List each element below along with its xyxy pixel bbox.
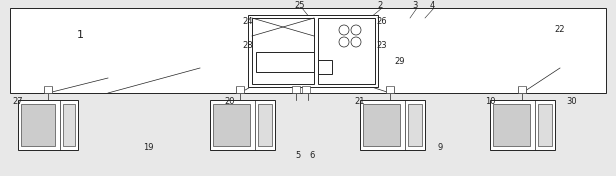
Circle shape bbox=[339, 25, 349, 35]
Bar bbox=[21, 104, 55, 146]
Text: 22: 22 bbox=[555, 26, 565, 34]
Text: 25: 25 bbox=[294, 2, 306, 11]
Bar bbox=[44, 87, 52, 93]
Text: 2: 2 bbox=[378, 2, 383, 11]
Bar bbox=[490, 100, 555, 150]
Circle shape bbox=[339, 37, 349, 47]
Text: 28: 28 bbox=[243, 42, 253, 51]
Text: 20: 20 bbox=[225, 96, 235, 105]
Text: 26: 26 bbox=[377, 17, 387, 27]
Bar bbox=[248, 15, 378, 87]
Text: 21: 21 bbox=[355, 96, 365, 105]
Text: 5: 5 bbox=[296, 150, 301, 159]
Text: 23: 23 bbox=[377, 42, 387, 51]
Bar bbox=[258, 104, 272, 146]
Bar bbox=[302, 86, 310, 93]
Text: 9: 9 bbox=[437, 143, 443, 152]
Bar bbox=[408, 104, 422, 146]
Text: 24: 24 bbox=[243, 17, 253, 27]
Bar bbox=[518, 87, 526, 93]
Bar bbox=[318, 18, 375, 84]
Bar bbox=[360, 100, 425, 150]
Text: 1: 1 bbox=[76, 30, 84, 40]
Bar bbox=[538, 104, 552, 146]
Bar bbox=[386, 87, 394, 93]
Bar bbox=[213, 104, 250, 146]
Bar bbox=[318, 60, 332, 74]
Text: 3: 3 bbox=[412, 2, 418, 11]
Text: 30: 30 bbox=[567, 96, 577, 105]
Bar bbox=[292, 86, 300, 93]
Bar bbox=[18, 100, 78, 150]
Bar bbox=[363, 104, 400, 146]
Bar bbox=[10, 8, 606, 93]
Text: 19: 19 bbox=[143, 143, 153, 152]
Text: 27: 27 bbox=[13, 96, 23, 105]
Text: 6: 6 bbox=[309, 150, 315, 159]
Circle shape bbox=[351, 37, 361, 47]
Bar bbox=[210, 100, 275, 150]
Bar bbox=[63, 104, 75, 146]
Text: 29: 29 bbox=[395, 58, 405, 67]
Circle shape bbox=[351, 25, 361, 35]
Bar bbox=[493, 104, 530, 146]
Bar bbox=[236, 86, 244, 93]
Bar bbox=[252, 18, 314, 84]
Bar bbox=[44, 86, 52, 93]
Bar bbox=[386, 86, 394, 93]
Text: 10: 10 bbox=[485, 96, 495, 105]
Bar bbox=[236, 87, 244, 93]
Bar bbox=[518, 86, 526, 93]
Bar bbox=[256, 52, 314, 72]
Text: 4: 4 bbox=[429, 2, 435, 11]
